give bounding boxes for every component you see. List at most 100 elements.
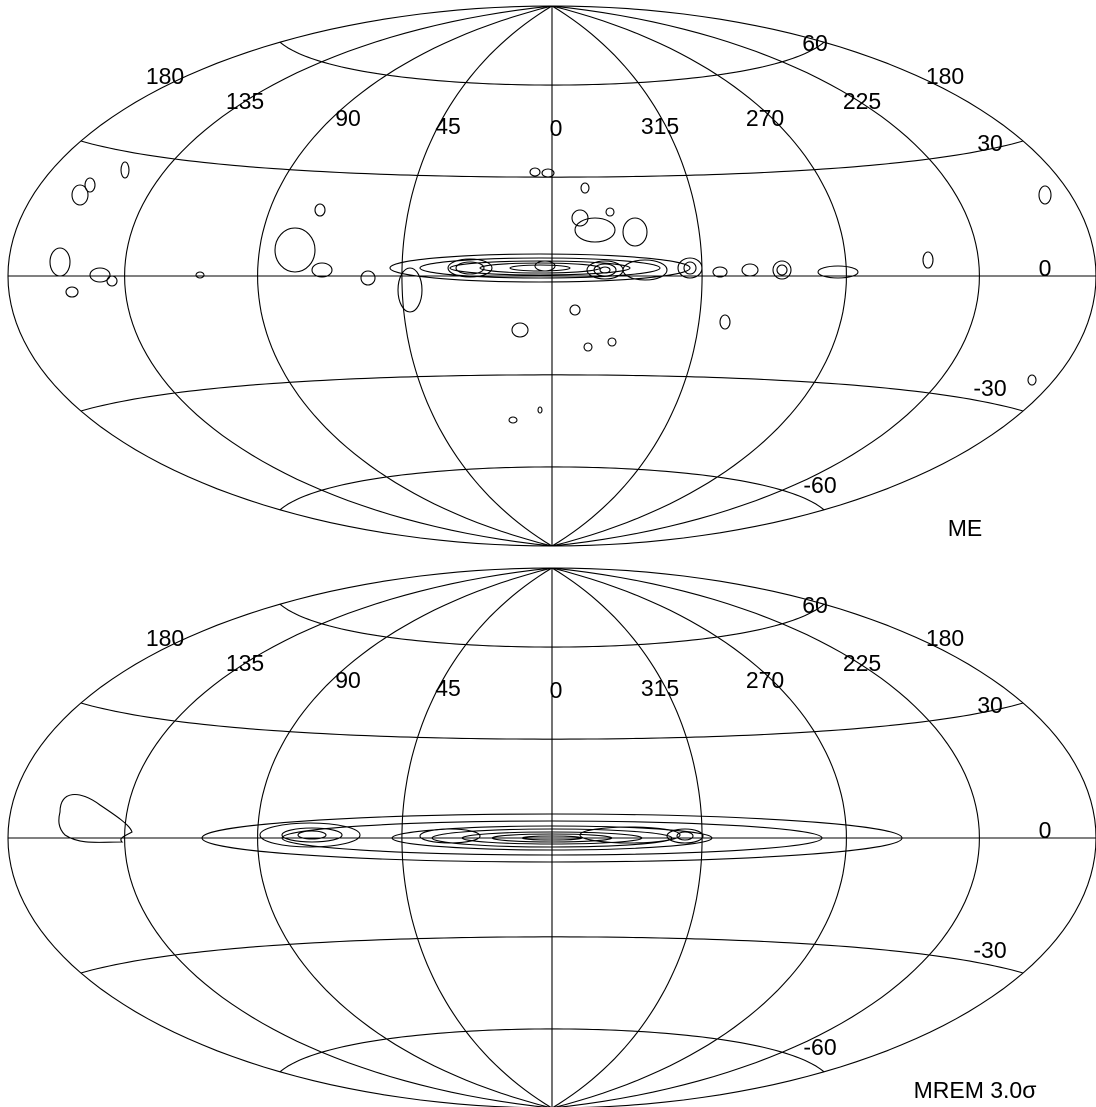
contour bbox=[677, 257, 703, 279]
contour bbox=[419, 257, 661, 279]
contour bbox=[201, 813, 903, 863]
longitude-label: 45 bbox=[435, 675, 461, 701]
contour bbox=[455, 261, 485, 275]
contour bbox=[195, 271, 205, 279]
longitude-label: 225 bbox=[843, 88, 881, 114]
latitude-label: -30 bbox=[973, 937, 1006, 963]
longitude-label: 135 bbox=[226, 88, 264, 114]
parallel bbox=[80, 702, 1024, 740]
parallel bbox=[279, 41, 825, 86]
longitude-label: 180 bbox=[146, 625, 184, 651]
contour bbox=[593, 263, 617, 277]
contour bbox=[541, 168, 555, 178]
contour bbox=[599, 266, 611, 274]
contour bbox=[583, 342, 593, 352]
longitude-label: 270 bbox=[746, 105, 784, 131]
contour bbox=[534, 260, 556, 272]
contour bbox=[622, 259, 668, 281]
contour bbox=[529, 167, 541, 177]
latitude-label: -60 bbox=[803, 472, 836, 498]
longitude-label: 90 bbox=[335, 105, 361, 131]
contour bbox=[274, 227, 316, 273]
contour bbox=[537, 406, 543, 414]
contour bbox=[571, 209, 589, 227]
contour bbox=[419, 828, 481, 844]
contour bbox=[65, 286, 79, 298]
contour bbox=[509, 264, 571, 272]
parallel bbox=[80, 140, 1024, 178]
contour bbox=[120, 161, 130, 179]
contour bbox=[719, 314, 731, 330]
parallel bbox=[279, 603, 825, 648]
contour bbox=[580, 182, 590, 194]
latitude-label: 30 bbox=[977, 692, 1003, 718]
contour bbox=[389, 253, 691, 283]
longitude-label: 45 bbox=[435, 113, 461, 139]
contour bbox=[579, 826, 681, 844]
contour bbox=[622, 217, 648, 247]
contour bbox=[314, 203, 326, 217]
longitude-label: 225 bbox=[843, 650, 881, 676]
contour bbox=[817, 265, 859, 279]
contour bbox=[84, 177, 96, 193]
longitude-label: 0 bbox=[550, 115, 563, 141]
longitude-label: 315 bbox=[641, 113, 679, 139]
contour bbox=[491, 833, 613, 843]
contour bbox=[508, 416, 518, 424]
latitude-label: 60 bbox=[802, 30, 828, 56]
contour bbox=[712, 266, 728, 278]
contour bbox=[259, 822, 361, 848]
longitude-label: 90 bbox=[335, 667, 361, 693]
contour bbox=[574, 217, 616, 243]
contour bbox=[772, 260, 792, 280]
latitude-label: 60 bbox=[802, 592, 828, 618]
contour bbox=[89, 267, 111, 283]
contour bbox=[71, 184, 89, 206]
contour bbox=[741, 263, 759, 277]
latitude-label: 0 bbox=[1039, 817, 1052, 843]
contour bbox=[569, 304, 581, 316]
contour bbox=[676, 831, 694, 841]
parallel bbox=[279, 466, 825, 511]
contour bbox=[461, 831, 643, 845]
longitude-label: 135 bbox=[226, 650, 264, 676]
contour bbox=[360, 270, 376, 286]
longitude-label: 180 bbox=[926, 625, 964, 651]
contour bbox=[776, 264, 788, 276]
contour bbox=[1027, 374, 1037, 386]
contour bbox=[922, 251, 934, 269]
longitude-label: 180 bbox=[926, 63, 964, 89]
longitude-label: 0 bbox=[550, 677, 563, 703]
contour bbox=[311, 262, 333, 278]
contour bbox=[511, 322, 529, 338]
parallel bbox=[80, 374, 1024, 412]
parallel bbox=[279, 1028, 825, 1073]
contour bbox=[666, 828, 704, 844]
contour bbox=[391, 825, 713, 851]
map-caption: ME bbox=[948, 515, 983, 541]
parallel bbox=[80, 936, 1024, 974]
longitude-label: 315 bbox=[641, 675, 679, 701]
contour bbox=[431, 828, 673, 848]
contour bbox=[521, 835, 583, 841]
contour bbox=[683, 261, 697, 275]
contour bbox=[281, 827, 343, 843]
contour bbox=[58, 793, 133, 843]
contour bbox=[49, 247, 71, 277]
map-caption: MREM 3.0σ bbox=[914, 1077, 1037, 1103]
longitude-label: 180 bbox=[146, 63, 184, 89]
contour bbox=[1038, 185, 1052, 205]
latitude-label: 0 bbox=[1039, 255, 1052, 281]
contour bbox=[297, 830, 327, 840]
latitude-label: -30 bbox=[973, 375, 1006, 401]
latitude-label: 30 bbox=[977, 130, 1003, 156]
latitude-label: -60 bbox=[803, 1034, 836, 1060]
contour bbox=[281, 820, 823, 856]
contour bbox=[397, 267, 423, 313]
contour bbox=[479, 262, 601, 274]
contour bbox=[106, 275, 118, 287]
contour bbox=[447, 258, 493, 278]
contour bbox=[605, 207, 615, 217]
